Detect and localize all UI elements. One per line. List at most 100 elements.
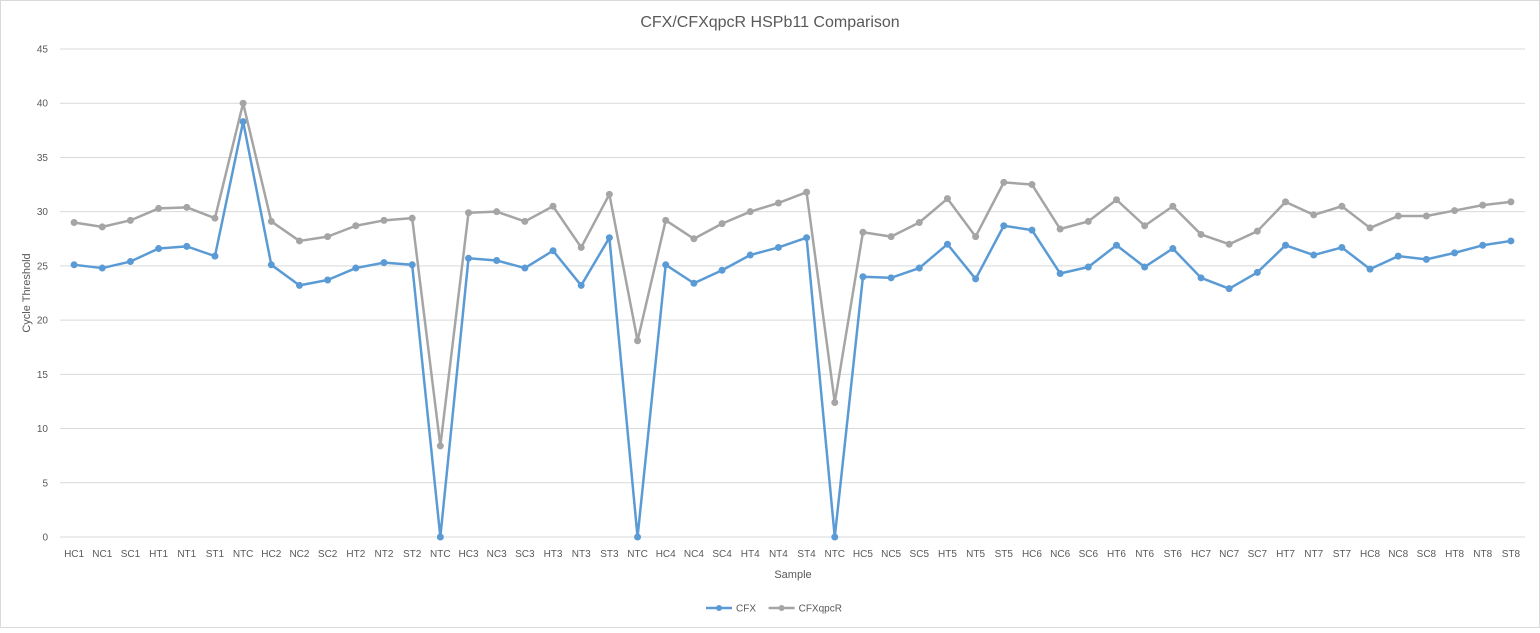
x-tick-label: ST7 xyxy=(1333,549,1352,560)
x-tick-label: ST2 xyxy=(403,549,422,560)
legend-swatch-marker xyxy=(778,605,785,611)
x-tick-label: ST6 xyxy=(1164,549,1183,560)
data-point xyxy=(718,220,726,228)
data-point xyxy=(1225,285,1233,293)
x-tick-label: NTC xyxy=(430,549,451,560)
data-point xyxy=(831,399,839,407)
data-point xyxy=(774,199,782,207)
x-tick-label: NT7 xyxy=(1304,549,1323,560)
legend: CFX CFXqpcR xyxy=(706,604,842,615)
data-point xyxy=(295,281,303,289)
data-point xyxy=(634,533,642,541)
data-point xyxy=(1338,202,1346,210)
data-point xyxy=(1112,241,1120,249)
data-point xyxy=(324,233,332,241)
x-tick-label: NT8 xyxy=(1473,549,1492,560)
data-point xyxy=(1197,274,1205,282)
data-point xyxy=(155,204,163,212)
x-axis-title: Sample xyxy=(774,569,811,581)
data-point xyxy=(887,274,895,282)
y-tick-label: 0 xyxy=(42,533,48,544)
data-point xyxy=(211,214,219,222)
x-tick-label: NT4 xyxy=(769,549,788,560)
data-point xyxy=(887,233,895,241)
data-point xyxy=(662,216,670,224)
x-tick-label: HC8 xyxy=(1360,549,1380,560)
data-point xyxy=(1141,222,1149,230)
x-tick-label: SC4 xyxy=(712,549,732,560)
data-point xyxy=(98,223,106,231)
data-point xyxy=(1282,241,1290,249)
data-point xyxy=(408,214,416,222)
y-tick-label: 30 xyxy=(37,207,49,218)
data-point xyxy=(1394,252,1402,260)
data-point xyxy=(1479,241,1487,249)
x-tick-label: NTC xyxy=(824,549,845,560)
data-point xyxy=(605,190,613,198)
x-tick-label: HC4 xyxy=(656,549,676,560)
x-axis-ticks: HC1 NC1 SC1 HT1 NT1 ST1 NTC HC2 NC2 SC2 HT2 NT2 ST2 N… xyxy=(64,549,1520,560)
data-point xyxy=(1451,249,1459,257)
data-point xyxy=(465,254,473,262)
x-tick-label: NC5 xyxy=(881,549,901,560)
data-point xyxy=(1112,196,1120,204)
data-point xyxy=(183,203,191,211)
x-tick-label: ST3 xyxy=(600,549,619,560)
x-tick-label: HC2 xyxy=(261,549,281,560)
data-point xyxy=(267,217,275,225)
data-point xyxy=(126,258,134,266)
gridlines xyxy=(60,48,1525,538)
data-point xyxy=(1310,211,1318,219)
data-point xyxy=(239,118,247,126)
data-point xyxy=(549,247,557,255)
data-point xyxy=(859,228,867,236)
data-point xyxy=(943,240,951,248)
series-line xyxy=(73,101,1512,448)
data-point xyxy=(549,202,557,210)
legend-label: CFX xyxy=(736,604,756,615)
chart-title: CFX/CFXqpcR HSPb11 Comparison xyxy=(640,14,899,31)
data-point xyxy=(1084,263,1092,271)
x-tick-label: HT1 xyxy=(149,549,168,560)
x-tick-label: NC8 xyxy=(1388,549,1408,560)
data-point xyxy=(690,279,698,287)
x-tick-label: ST8 xyxy=(1502,549,1521,560)
data-point xyxy=(1225,240,1233,248)
x-tick-label: HT5 xyxy=(938,549,957,560)
data-point xyxy=(1141,263,1149,271)
data-point xyxy=(1422,212,1430,220)
series-cfx xyxy=(70,118,1515,541)
data-point xyxy=(211,252,219,260)
data-point xyxy=(324,276,332,284)
data-point xyxy=(1479,201,1487,209)
x-tick-label: HC1 xyxy=(64,549,84,560)
x-tick-label: SC7 xyxy=(1248,549,1268,560)
data-point xyxy=(774,243,782,251)
data-point xyxy=(1169,202,1177,210)
data-point xyxy=(1169,245,1177,253)
x-tick-label: NC1 xyxy=(92,549,112,560)
y-axis-title: Cycle Threshold xyxy=(21,253,33,332)
data-point xyxy=(605,234,613,242)
y-axis-ticks: 0 5 10 15 20 25 30 35 40 45 xyxy=(37,45,49,544)
x-tick-label: HT4 xyxy=(741,549,760,560)
legend-label: CFXqpcR xyxy=(799,604,842,615)
x-tick-label: HT2 xyxy=(346,549,365,560)
x-tick-label: NC4 xyxy=(684,549,704,560)
data-point xyxy=(1000,222,1008,230)
data-point xyxy=(577,281,585,289)
x-tick-label: NC2 xyxy=(289,549,309,560)
data-point xyxy=(972,275,980,283)
data-point xyxy=(295,237,303,245)
data-point xyxy=(662,261,670,269)
data-point xyxy=(1028,181,1036,189)
y-tick-label: 40 xyxy=(37,99,49,110)
legend-item: CFX xyxy=(706,604,756,615)
data-point xyxy=(1338,243,1346,251)
data-point xyxy=(70,261,78,269)
x-tick-label: NC3 xyxy=(487,549,507,560)
x-tick-label: SC1 xyxy=(121,549,141,560)
y-tick-label: 20 xyxy=(37,316,49,327)
y-tick-label: 5 xyxy=(42,478,48,489)
series-cfxqpcr xyxy=(70,99,1515,450)
